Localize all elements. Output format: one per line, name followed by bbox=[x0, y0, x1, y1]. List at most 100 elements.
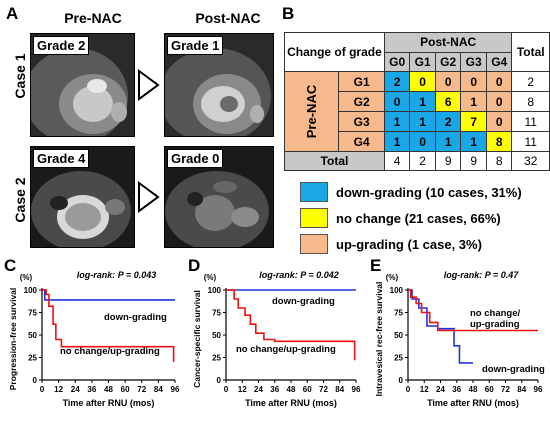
x-tick-label: 12 bbox=[54, 385, 63, 394]
grade-change-table: Change of grade Post-NAC Total G0 G1 G2 G3 G… bbox=[283, 32, 550, 171]
col-total: 9 bbox=[460, 151, 487, 171]
y-tick-label: 100 bbox=[208, 286, 222, 295]
log-rank-annotation: log-rank: P = 0.47 bbox=[444, 270, 519, 280]
col-total: 9 bbox=[434, 151, 462, 171]
x-tick-label: 48 bbox=[469, 385, 478, 394]
x-tick-label: 96 bbox=[352, 385, 361, 394]
post-nac-header: Post-NAC bbox=[383, 32, 513, 53]
panel-letter-e: E bbox=[370, 256, 382, 275]
x-tick-label: 84 bbox=[517, 385, 526, 394]
case-1-label: Case 1 bbox=[12, 53, 28, 99]
panel-letter-b: B bbox=[282, 4, 295, 23]
x-tick-label: 48 bbox=[104, 385, 113, 394]
legend-item-up: up-grading (1 case, 3%) bbox=[300, 234, 522, 254]
km-curve-no-change-up-grading bbox=[408, 289, 538, 332]
case-1-pre-nac-ct-image: Grade 2 bbox=[30, 33, 135, 137]
x-tick-label: 12 bbox=[238, 385, 247, 394]
x-axis-label: Time after RNU (mos) bbox=[427, 398, 519, 408]
matrix-cell: 1 bbox=[460, 131, 487, 152]
col-total: 4 bbox=[383, 151, 411, 171]
km-curve-no-change-up-grading bbox=[42, 289, 175, 362]
km-curve-down-grading bbox=[408, 289, 473, 364]
x-tick-label: 36 bbox=[87, 385, 96, 394]
x-tick-label: 84 bbox=[154, 385, 163, 394]
matrix-cell: 0 bbox=[409, 71, 436, 92]
x-tick-label: 60 bbox=[121, 385, 130, 394]
case-2-arrow-icon bbox=[138, 181, 160, 213]
x-tick-label: 12 bbox=[420, 385, 429, 394]
panel-letter-c: C bbox=[4, 256, 17, 275]
grade-legend: down-grading (10 cases, 31%) no change (2… bbox=[300, 182, 522, 260]
y-tick-label: 50 bbox=[394, 331, 403, 340]
pre-nac-row-g1: G1 bbox=[338, 71, 385, 92]
matrix-cell: 0 bbox=[485, 111, 513, 132]
y-tick-label: 100 bbox=[390, 286, 404, 295]
y-tick-label: 0 bbox=[399, 376, 404, 385]
pre-nac-row-g4: G4 bbox=[338, 131, 385, 152]
y-tick-label: 75 bbox=[394, 309, 403, 318]
case-2-label: Case 2 bbox=[12, 177, 28, 223]
matrix-cell: 1 bbox=[383, 131, 411, 152]
case-1-pre-grade-label: Grade 2 bbox=[33, 36, 90, 55]
y-unit-label: (%) bbox=[20, 273, 33, 282]
km-curve-no-change-up-grading bbox=[226, 289, 356, 361]
x-tick-label: 36 bbox=[270, 385, 279, 394]
matrix-cell: 0 bbox=[485, 71, 513, 92]
x-tick-label: 24 bbox=[71, 385, 80, 394]
legend-label: up-grading (1 case, 3%) bbox=[336, 236, 482, 252]
panel-letter-d: D bbox=[188, 256, 201, 275]
y-tick-label: 100 bbox=[24, 286, 38, 295]
pre-nac-title: Pre-NAC bbox=[64, 10, 122, 26]
row-total: 11 bbox=[511, 111, 550, 132]
matrix-cell: 1 bbox=[383, 111, 411, 132]
case-1-arrow-icon bbox=[138, 69, 160, 101]
y-unit-label: (%) bbox=[386, 273, 399, 282]
x-tick-label: 96 bbox=[171, 385, 180, 394]
matrix-cell: 0 bbox=[434, 71, 462, 92]
series-label: no change/up-grading bbox=[236, 344, 336, 355]
case-2-pre-grade-label: Grade 4 bbox=[33, 149, 90, 168]
x-tick-label: 84 bbox=[335, 385, 344, 394]
matrix-cell: 0 bbox=[460, 71, 487, 92]
y-axis-label: Cancer-specific survival bbox=[192, 290, 202, 388]
matrix-cell: 2 bbox=[383, 71, 411, 92]
post-nac-col-g3: G3 bbox=[460, 51, 487, 72]
row-total: 11 bbox=[511, 131, 550, 152]
x-tick-label: 72 bbox=[319, 385, 328, 394]
x-tick-label: 36 bbox=[452, 385, 461, 394]
case-2-pre-nac-ct-image: Grade 4 bbox=[30, 146, 135, 248]
matrix-cell: 1 bbox=[434, 131, 462, 152]
x-tick-label: 60 bbox=[303, 385, 312, 394]
y-tick-label: 0 bbox=[217, 376, 222, 385]
y-tick-label: 25 bbox=[394, 354, 403, 363]
kaplan-meier-charts: 0 25 50 75 100 0 12 24 36 48 60 72 84 96 (%) log-rank: … bbox=[8, 270, 545, 408]
legend-swatch bbox=[300, 182, 328, 202]
legend-label: no change (21 cases, 66%) bbox=[336, 210, 501, 226]
matrix-cell: 6 bbox=[434, 91, 462, 112]
case-1-post-grade-label: Grade 1 bbox=[167, 36, 224, 55]
post-nac-col-g1: G1 bbox=[409, 51, 436, 72]
x-tick-label: 96 bbox=[534, 385, 543, 394]
y-tick-label: 0 bbox=[33, 376, 38, 385]
matrix-cell: 0 bbox=[409, 131, 436, 152]
x-axis-label: Time after RNU (mos) bbox=[245, 398, 337, 408]
x-tick-label: 0 bbox=[406, 385, 411, 394]
x-tick-label: 72 bbox=[137, 385, 146, 394]
col-total: 2 bbox=[409, 151, 436, 171]
series-label: down-grading bbox=[104, 312, 167, 323]
matrix-cell: 2 bbox=[434, 111, 462, 132]
x-tick-label: 24 bbox=[254, 385, 263, 394]
legend-label: down-grading (10 cases, 31%) bbox=[336, 184, 522, 200]
y-unit-label: (%) bbox=[204, 273, 217, 282]
series-label: up-grading bbox=[470, 319, 520, 330]
y-axis-label: Intravesical rec-free survival bbox=[374, 282, 384, 397]
row-total: 8 bbox=[511, 91, 550, 112]
y-tick-label: 25 bbox=[212, 354, 221, 363]
matrix-cell: 1 bbox=[460, 91, 487, 112]
y-tick-label: 50 bbox=[28, 331, 37, 340]
post-nac-col-g2: G2 bbox=[434, 51, 462, 72]
post-nac-col-g4: G4 bbox=[485, 51, 513, 72]
x-tick-label: 48 bbox=[287, 385, 296, 394]
legend-swatch bbox=[300, 234, 328, 254]
corner-label: Change of grade bbox=[284, 32, 385, 72]
